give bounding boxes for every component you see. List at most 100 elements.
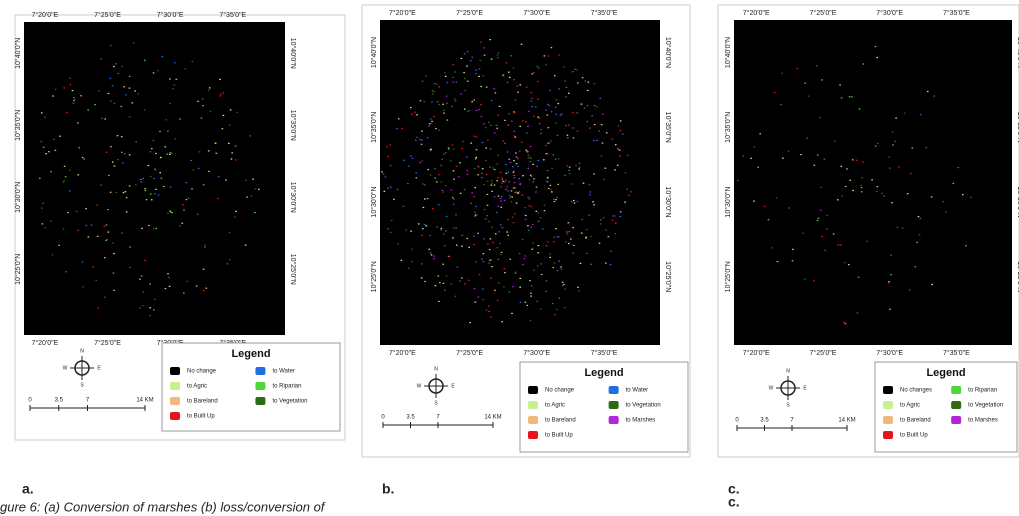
map-pixel <box>390 187 392 188</box>
map-pixel <box>427 198 429 199</box>
map-pixel <box>477 174 479 175</box>
map-pixel <box>554 262 556 263</box>
map-pixel <box>827 215 829 216</box>
map-pixel <box>556 309 558 310</box>
map-pixel <box>497 115 499 116</box>
map-pixel <box>218 176 220 177</box>
map-pixel <box>431 102 433 103</box>
map-pixel <box>443 110 445 111</box>
legend-swatch <box>170 367 180 375</box>
map-pixel <box>891 202 893 203</box>
map-pixel <box>436 84 438 85</box>
map-pixel <box>580 263 582 264</box>
map-pixel <box>554 75 556 76</box>
map-pixel <box>220 95 222 96</box>
legend-swatch <box>883 431 893 439</box>
map-pixel <box>63 228 65 229</box>
map-pixel <box>919 234 921 235</box>
map-pixel <box>464 53 466 54</box>
map-pixel <box>258 189 260 190</box>
panel-label: c. <box>728 481 740 497</box>
map-pixel <box>530 146 532 147</box>
map-pixel <box>153 228 155 229</box>
map-pixel <box>496 128 498 129</box>
map-pixel <box>434 256 436 257</box>
map-pixel <box>446 216 448 217</box>
map-pixel <box>907 193 909 194</box>
map-pixel <box>430 253 432 254</box>
map-pixel <box>406 229 408 230</box>
top-tick-label: 7°35'0"E <box>943 9 970 17</box>
map-pixel <box>190 160 192 161</box>
map-pixel <box>452 197 454 198</box>
map-pixel <box>469 322 471 323</box>
map-pixel <box>515 272 517 273</box>
map-pixel <box>594 105 596 106</box>
scale-label: 14 KM <box>484 415 501 421</box>
map-pixel <box>208 171 210 172</box>
map-pixel <box>888 282 890 283</box>
map-pixel <box>179 225 181 226</box>
map-pixel <box>863 63 865 64</box>
map-pixel <box>474 288 476 289</box>
map-pixel <box>86 225 88 226</box>
map-pixel <box>501 321 503 322</box>
map-pixel <box>437 101 439 102</box>
legend-label: to Agric <box>545 403 565 409</box>
map-pixel <box>186 182 188 183</box>
legend-label: to Built Up <box>187 414 215 420</box>
map-pixel <box>201 117 203 118</box>
map-pixel <box>612 220 614 221</box>
map-pixel <box>466 66 468 67</box>
map-pixel <box>132 102 134 103</box>
map-pixel <box>229 232 231 233</box>
map-pixel <box>421 144 423 145</box>
map-pixel <box>255 188 257 189</box>
map-pixel <box>889 157 891 158</box>
map-pixel <box>428 125 430 126</box>
map-pixel <box>474 187 476 188</box>
map-pixel <box>540 309 542 310</box>
legend-label: to Marshes <box>626 418 656 424</box>
map-pixel <box>420 100 422 101</box>
map-pixel <box>474 212 476 213</box>
bottom-tick-label: 7°25'0"E <box>94 339 121 347</box>
map-pixel <box>754 146 756 147</box>
legend-label: No change <box>545 388 575 394</box>
map-pixel <box>508 72 510 73</box>
map-pixel <box>122 162 124 163</box>
map-pixel <box>76 211 78 212</box>
map-pixel <box>414 112 416 113</box>
top-tick-label: 7°25'0"E <box>456 9 483 17</box>
map-pixel <box>590 191 592 192</box>
map-pixel <box>433 91 435 92</box>
map-pixel <box>494 290 496 291</box>
map-pixel <box>476 214 478 215</box>
map-pixel <box>494 196 496 197</box>
map-pixel <box>535 106 537 107</box>
map-pixel <box>150 151 152 152</box>
map-pixel <box>562 285 564 286</box>
map-pixel <box>467 51 469 52</box>
map-pixel <box>487 140 489 141</box>
map-pixel <box>777 261 779 262</box>
map-pixel <box>494 132 496 133</box>
map-pixel <box>150 176 152 177</box>
map-pixel <box>167 131 169 132</box>
map-pixel <box>538 221 540 222</box>
map-pixel <box>142 305 144 306</box>
map-pixel <box>88 236 90 237</box>
map-pixel <box>133 43 135 44</box>
map-pixel <box>104 118 106 119</box>
map-pixel <box>821 187 823 188</box>
map-pixel <box>525 207 527 208</box>
map-pixel <box>204 247 206 248</box>
map-pixel <box>160 157 162 158</box>
map-pixel <box>438 104 440 105</box>
bottom-tick-label: 7°35'0"E <box>943 349 970 357</box>
map-pixel <box>537 212 539 213</box>
map-pixel <box>144 60 146 61</box>
map-pixel <box>455 214 457 215</box>
map-pixel <box>566 165 568 166</box>
map-pixel <box>129 116 131 117</box>
